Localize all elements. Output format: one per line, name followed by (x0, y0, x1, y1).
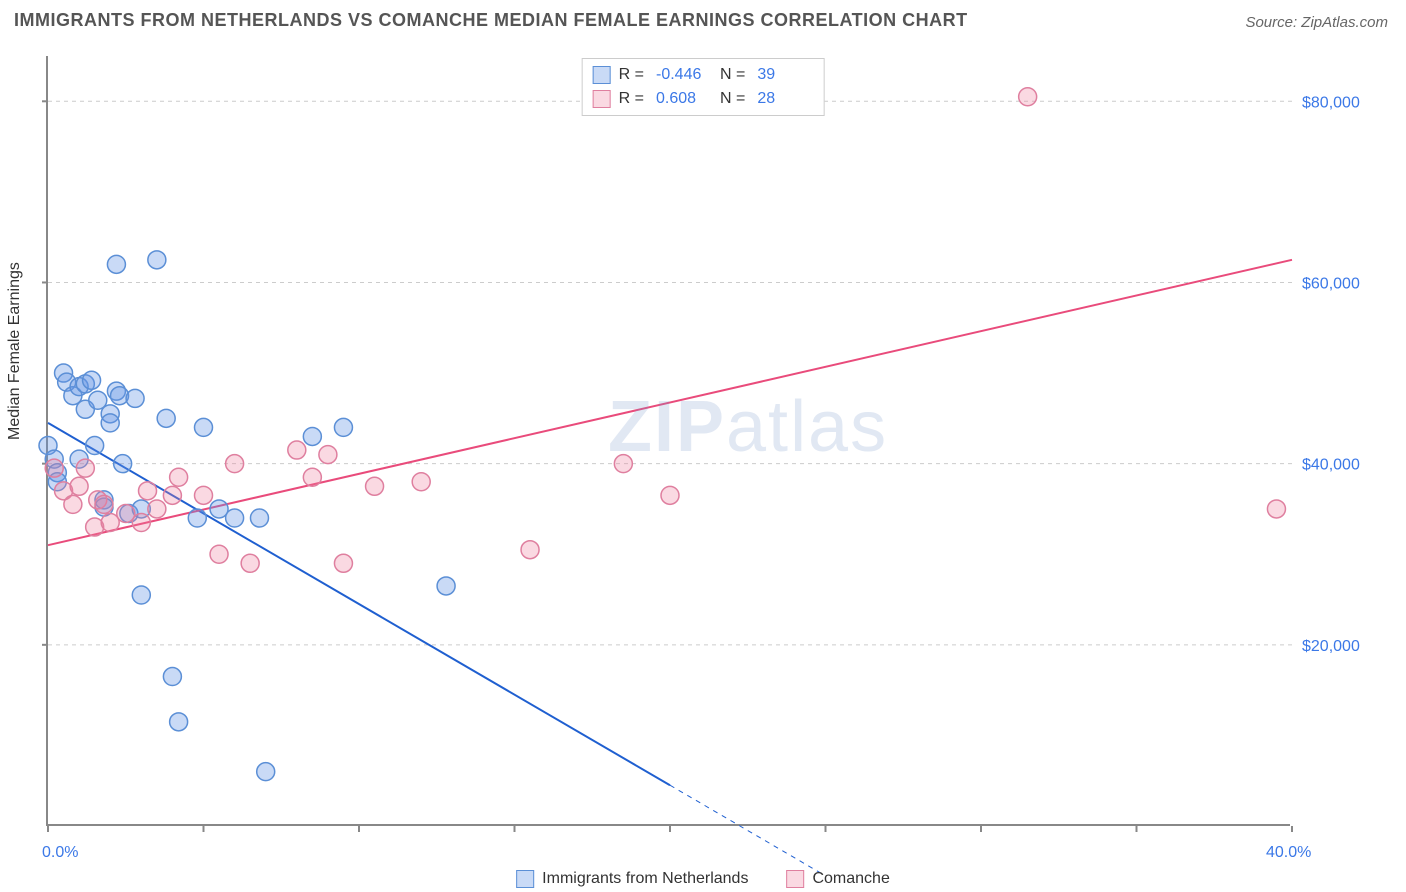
n-label: N = (720, 90, 745, 108)
y-tick-label: $60,000 (1302, 275, 1360, 292)
swatch-comanche (593, 90, 611, 108)
stats-row-comanche: R = 0.608 N = 28 (593, 87, 814, 111)
stats-legend: R = -0.446 N = 39 R = 0.608 N = 28 (582, 58, 825, 116)
swatch-netherlands (593, 66, 611, 84)
n-value-netherlands: 39 (757, 66, 813, 84)
legend-item-comanche: Comanche (786, 870, 889, 888)
r-value-netherlands: -0.446 (656, 66, 712, 84)
y-axis-label: Median Female Earnings (6, 262, 24, 440)
plot-area: $20,000$40,000$60,000$80,000 ZIPatlas (46, 56, 1290, 826)
legend-item-netherlands: Immigrants from Netherlands (516, 870, 748, 888)
legend-label-comanche: Comanche (812, 870, 889, 888)
n-label: N = (720, 66, 745, 84)
r-label: R = (619, 66, 644, 84)
r-value-comanche: 0.608 (656, 90, 712, 108)
y-tick-label: $80,000 (1302, 94, 1360, 111)
legend-swatch-netherlands (516, 870, 534, 888)
plot-svg: $20,000$40,000$60,000$80,000 (48, 56, 1290, 824)
y-tick-label: $20,000 (1302, 638, 1360, 655)
bottom-legend: Immigrants from Netherlands Comanche (516, 870, 890, 888)
stats-row-netherlands: R = -0.446 N = 39 (593, 63, 814, 87)
x-tick-label-max: 40.0% (1266, 844, 1311, 862)
x-tick-label-min: 0.0% (42, 844, 78, 862)
source-label: Source: ZipAtlas.com (1245, 14, 1388, 31)
r-label: R = (619, 90, 644, 108)
n-value-comanche: 28 (757, 90, 813, 108)
legend-label-netherlands: Immigrants from Netherlands (542, 870, 748, 888)
chart-title: IMMIGRANTS FROM NETHERLANDS VS COMANCHE … (14, 10, 968, 31)
legend-swatch-comanche (786, 870, 804, 888)
y-tick-label: $40,000 (1302, 457, 1360, 474)
